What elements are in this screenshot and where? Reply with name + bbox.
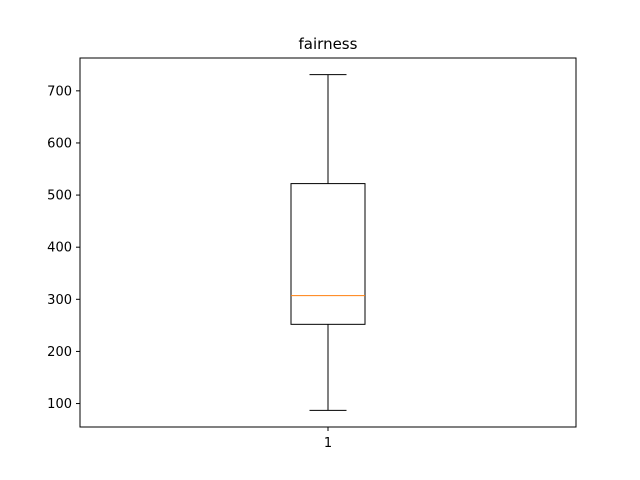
y-tick-label: 100 — [47, 397, 72, 412]
y-tick-label: 200 — [47, 345, 72, 360]
y-tick-label: 600 — [47, 136, 72, 151]
iqr-box — [290, 183, 366, 325]
y-tick-label: 700 — [47, 84, 72, 99]
y-tick-label: 300 — [47, 293, 72, 308]
y-tick-label: 400 — [47, 241, 72, 256]
chart-title: fairness — [299, 35, 358, 53]
x-axis: 1 — [324, 427, 332, 451]
y-axis: 100 200 300 400 500 600 700 — [47, 84, 80, 412]
x-tick-label: 1 — [324, 436, 332, 451]
y-tick-label: 500 — [47, 189, 72, 204]
box-series — [290, 74, 366, 411]
